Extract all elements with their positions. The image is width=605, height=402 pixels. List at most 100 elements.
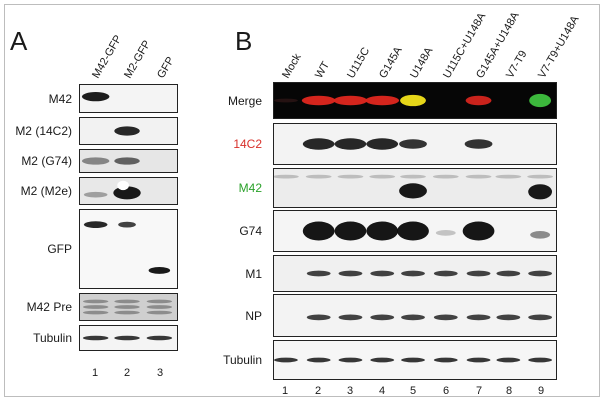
band xyxy=(399,139,427,149)
b-row-label: 14C2 xyxy=(233,137,262,151)
band xyxy=(146,310,173,315)
b-lane-number: 4 xyxy=(378,385,386,397)
band xyxy=(435,230,456,236)
band xyxy=(114,305,140,309)
band-faint xyxy=(274,98,298,103)
band xyxy=(366,138,399,150)
b-lane-number: 8 xyxy=(505,385,513,397)
a-blot-m2-g74 xyxy=(79,149,178,173)
band xyxy=(400,174,426,179)
a-row-label: GFP xyxy=(47,242,72,256)
band xyxy=(528,314,553,321)
b-row-label: G74 xyxy=(239,224,262,238)
a-blot-tubulin xyxy=(79,325,178,351)
band xyxy=(338,314,363,321)
a-lane-number: 3 xyxy=(156,367,164,379)
b-lane-number: 9 xyxy=(537,385,545,397)
band xyxy=(338,357,363,363)
band xyxy=(81,91,110,102)
a-row-label: M42 Pre xyxy=(26,300,72,314)
band xyxy=(83,221,108,229)
band xyxy=(82,299,109,304)
a-row-label: M2 (M2e) xyxy=(20,184,72,198)
band xyxy=(496,357,521,363)
figure-frame xyxy=(4,4,600,397)
band xyxy=(114,126,140,136)
band xyxy=(401,314,425,321)
b-blot-14c2 xyxy=(273,123,557,165)
band xyxy=(302,221,335,241)
band xyxy=(338,270,363,277)
band xyxy=(334,138,367,150)
band xyxy=(466,357,491,363)
band xyxy=(337,174,364,179)
a-blot-m42-pre xyxy=(79,293,178,321)
band xyxy=(496,314,521,321)
a-blot-m2-m2e xyxy=(79,177,178,205)
a-lane-number: 2 xyxy=(123,367,131,379)
band-red xyxy=(365,95,400,106)
band xyxy=(527,174,554,179)
band xyxy=(82,305,109,309)
band xyxy=(433,357,458,363)
a-blot-m42 xyxy=(79,84,178,113)
band xyxy=(464,139,493,149)
band xyxy=(370,357,395,363)
band-highlight xyxy=(117,180,129,191)
b-blot-m1 xyxy=(273,255,557,292)
b-row-label: M42 xyxy=(238,181,262,195)
b-row-label: Tubulin xyxy=(223,353,262,367)
a-row-label: M2 (G74) xyxy=(21,154,72,168)
band xyxy=(146,305,173,309)
band xyxy=(334,221,367,241)
b-blot-merge xyxy=(273,82,557,119)
b-lane-number: 5 xyxy=(409,385,417,397)
band xyxy=(113,186,141,200)
band xyxy=(528,270,553,277)
panel-b-letter: B xyxy=(235,26,253,56)
band xyxy=(465,174,492,179)
band-yellow xyxy=(400,94,426,107)
b-lane-number: 2 xyxy=(314,385,322,397)
band xyxy=(274,357,298,363)
a-row-label: Tubulin xyxy=(33,331,72,345)
a-row-label: M2 (14C2) xyxy=(15,124,72,138)
b-lane-number: 1 xyxy=(281,385,289,397)
b-blot-g74 xyxy=(273,210,557,252)
b-row-label: M1 xyxy=(245,266,262,281)
a-lane-number: 1 xyxy=(91,367,99,379)
band xyxy=(466,314,491,321)
band xyxy=(81,157,110,165)
b-blot-np xyxy=(273,294,557,337)
b-lane-number: 6 xyxy=(442,385,450,397)
band xyxy=(146,299,173,304)
a-row-label: M42 xyxy=(48,91,72,106)
band xyxy=(114,335,140,341)
panel-a-letter: A xyxy=(10,26,28,56)
band xyxy=(401,357,425,363)
band xyxy=(496,270,521,277)
a-blot-gfp xyxy=(79,209,178,289)
band xyxy=(146,335,173,341)
band xyxy=(82,310,109,315)
band xyxy=(528,357,553,363)
band xyxy=(306,270,331,277)
band xyxy=(118,221,136,228)
band-red xyxy=(333,95,368,106)
band xyxy=(114,299,140,304)
band-green xyxy=(529,93,552,108)
b-blot-m42 xyxy=(273,168,557,208)
band xyxy=(82,335,109,341)
band xyxy=(148,267,171,274)
band xyxy=(114,310,140,315)
band xyxy=(433,270,458,277)
band xyxy=(528,184,553,200)
band xyxy=(114,157,140,165)
band xyxy=(370,314,395,321)
band xyxy=(306,314,331,321)
a-blot-m2-14c2 xyxy=(79,117,178,145)
b-lane-number: 7 xyxy=(475,385,483,397)
b-row-label: Merge xyxy=(227,93,262,108)
band xyxy=(369,174,396,179)
band xyxy=(83,191,108,198)
